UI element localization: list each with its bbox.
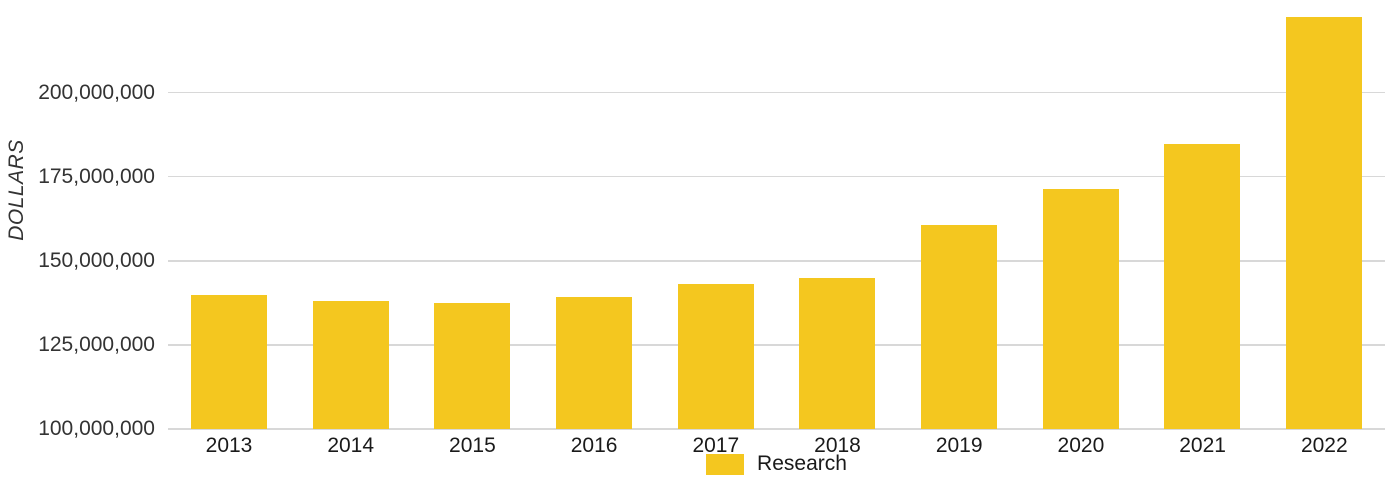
bar-2016: [555, 296, 632, 429]
plot-area: [168, 0, 1385, 430]
gridline-200000000: [168, 91, 1385, 94]
y-axis-title: DOLLARS: [5, 139, 28, 241]
legend-swatch-research: [706, 453, 745, 475]
x-tick-label-2017: 2017: [692, 434, 740, 457]
legend-label: Research: [757, 452, 847, 475]
y-tick-label: 200,000,000: [38, 80, 155, 104]
bar-2022: [1286, 16, 1363, 429]
x-tick-label-2021: 2021: [1179, 434, 1226, 457]
x-tick-label-2016: 2016: [570, 434, 618, 457]
bar-2017: [677, 283, 754, 429]
x-tick-label-2013: 2013: [205, 434, 253, 457]
bar-2019: [921, 224, 998, 429]
x-tick-label-2015: 2015: [449, 434, 496, 457]
x-tick-label-2022: 2022: [1300, 434, 1348, 457]
gridline-150000000: [168, 260, 1385, 262]
x-tick-label-2019: 2019: [935, 434, 983, 457]
bar-2014: [312, 301, 389, 429]
bar-2013: [190, 295, 267, 429]
y-tick-label: 175,000,000: [38, 164, 155, 188]
bar-2020: [1042, 188, 1119, 429]
x-tick-label-2014: 2014: [327, 434, 375, 457]
y-tick-label: 100,000,000: [38, 417, 155, 440]
y-tick-label: 150,000,000: [38, 248, 155, 272]
legend: Research: [168, 452, 1385, 476]
y-tick-label: 125,000,000: [38, 332, 155, 356]
gridline-125000000: [168, 344, 1385, 346]
x-tick-label-2020: 2020: [1057, 434, 1105, 457]
bar-2015: [434, 302, 511, 429]
gridline-175000000: [168, 175, 1385, 178]
bar-2021: [1164, 143, 1241, 429]
gridline-100000000: [168, 428, 1385, 430]
bar-2018: [799, 277, 876, 429]
x-tick-label-2018: 2018: [814, 434, 861, 457]
